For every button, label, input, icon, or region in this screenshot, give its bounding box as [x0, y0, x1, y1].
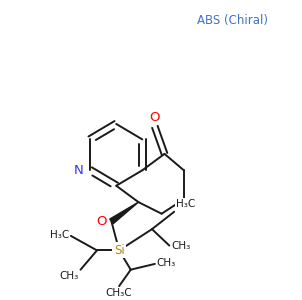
Text: CH₃: CH₃	[59, 271, 79, 281]
Text: H₃C: H₃C	[176, 199, 195, 209]
Text: N: N	[74, 164, 83, 177]
Text: H₃C: H₃C	[50, 230, 69, 240]
Text: CH₃: CH₃	[171, 241, 191, 250]
Text: ABS (Chiral): ABS (Chiral)	[197, 14, 268, 27]
Text: Si: Si	[114, 244, 124, 257]
Text: CH₃: CH₃	[157, 258, 176, 268]
Text: O: O	[97, 215, 107, 228]
Text: CH₃C: CH₃C	[106, 288, 133, 298]
Text: O: O	[149, 111, 160, 124]
Polygon shape	[110, 202, 138, 224]
